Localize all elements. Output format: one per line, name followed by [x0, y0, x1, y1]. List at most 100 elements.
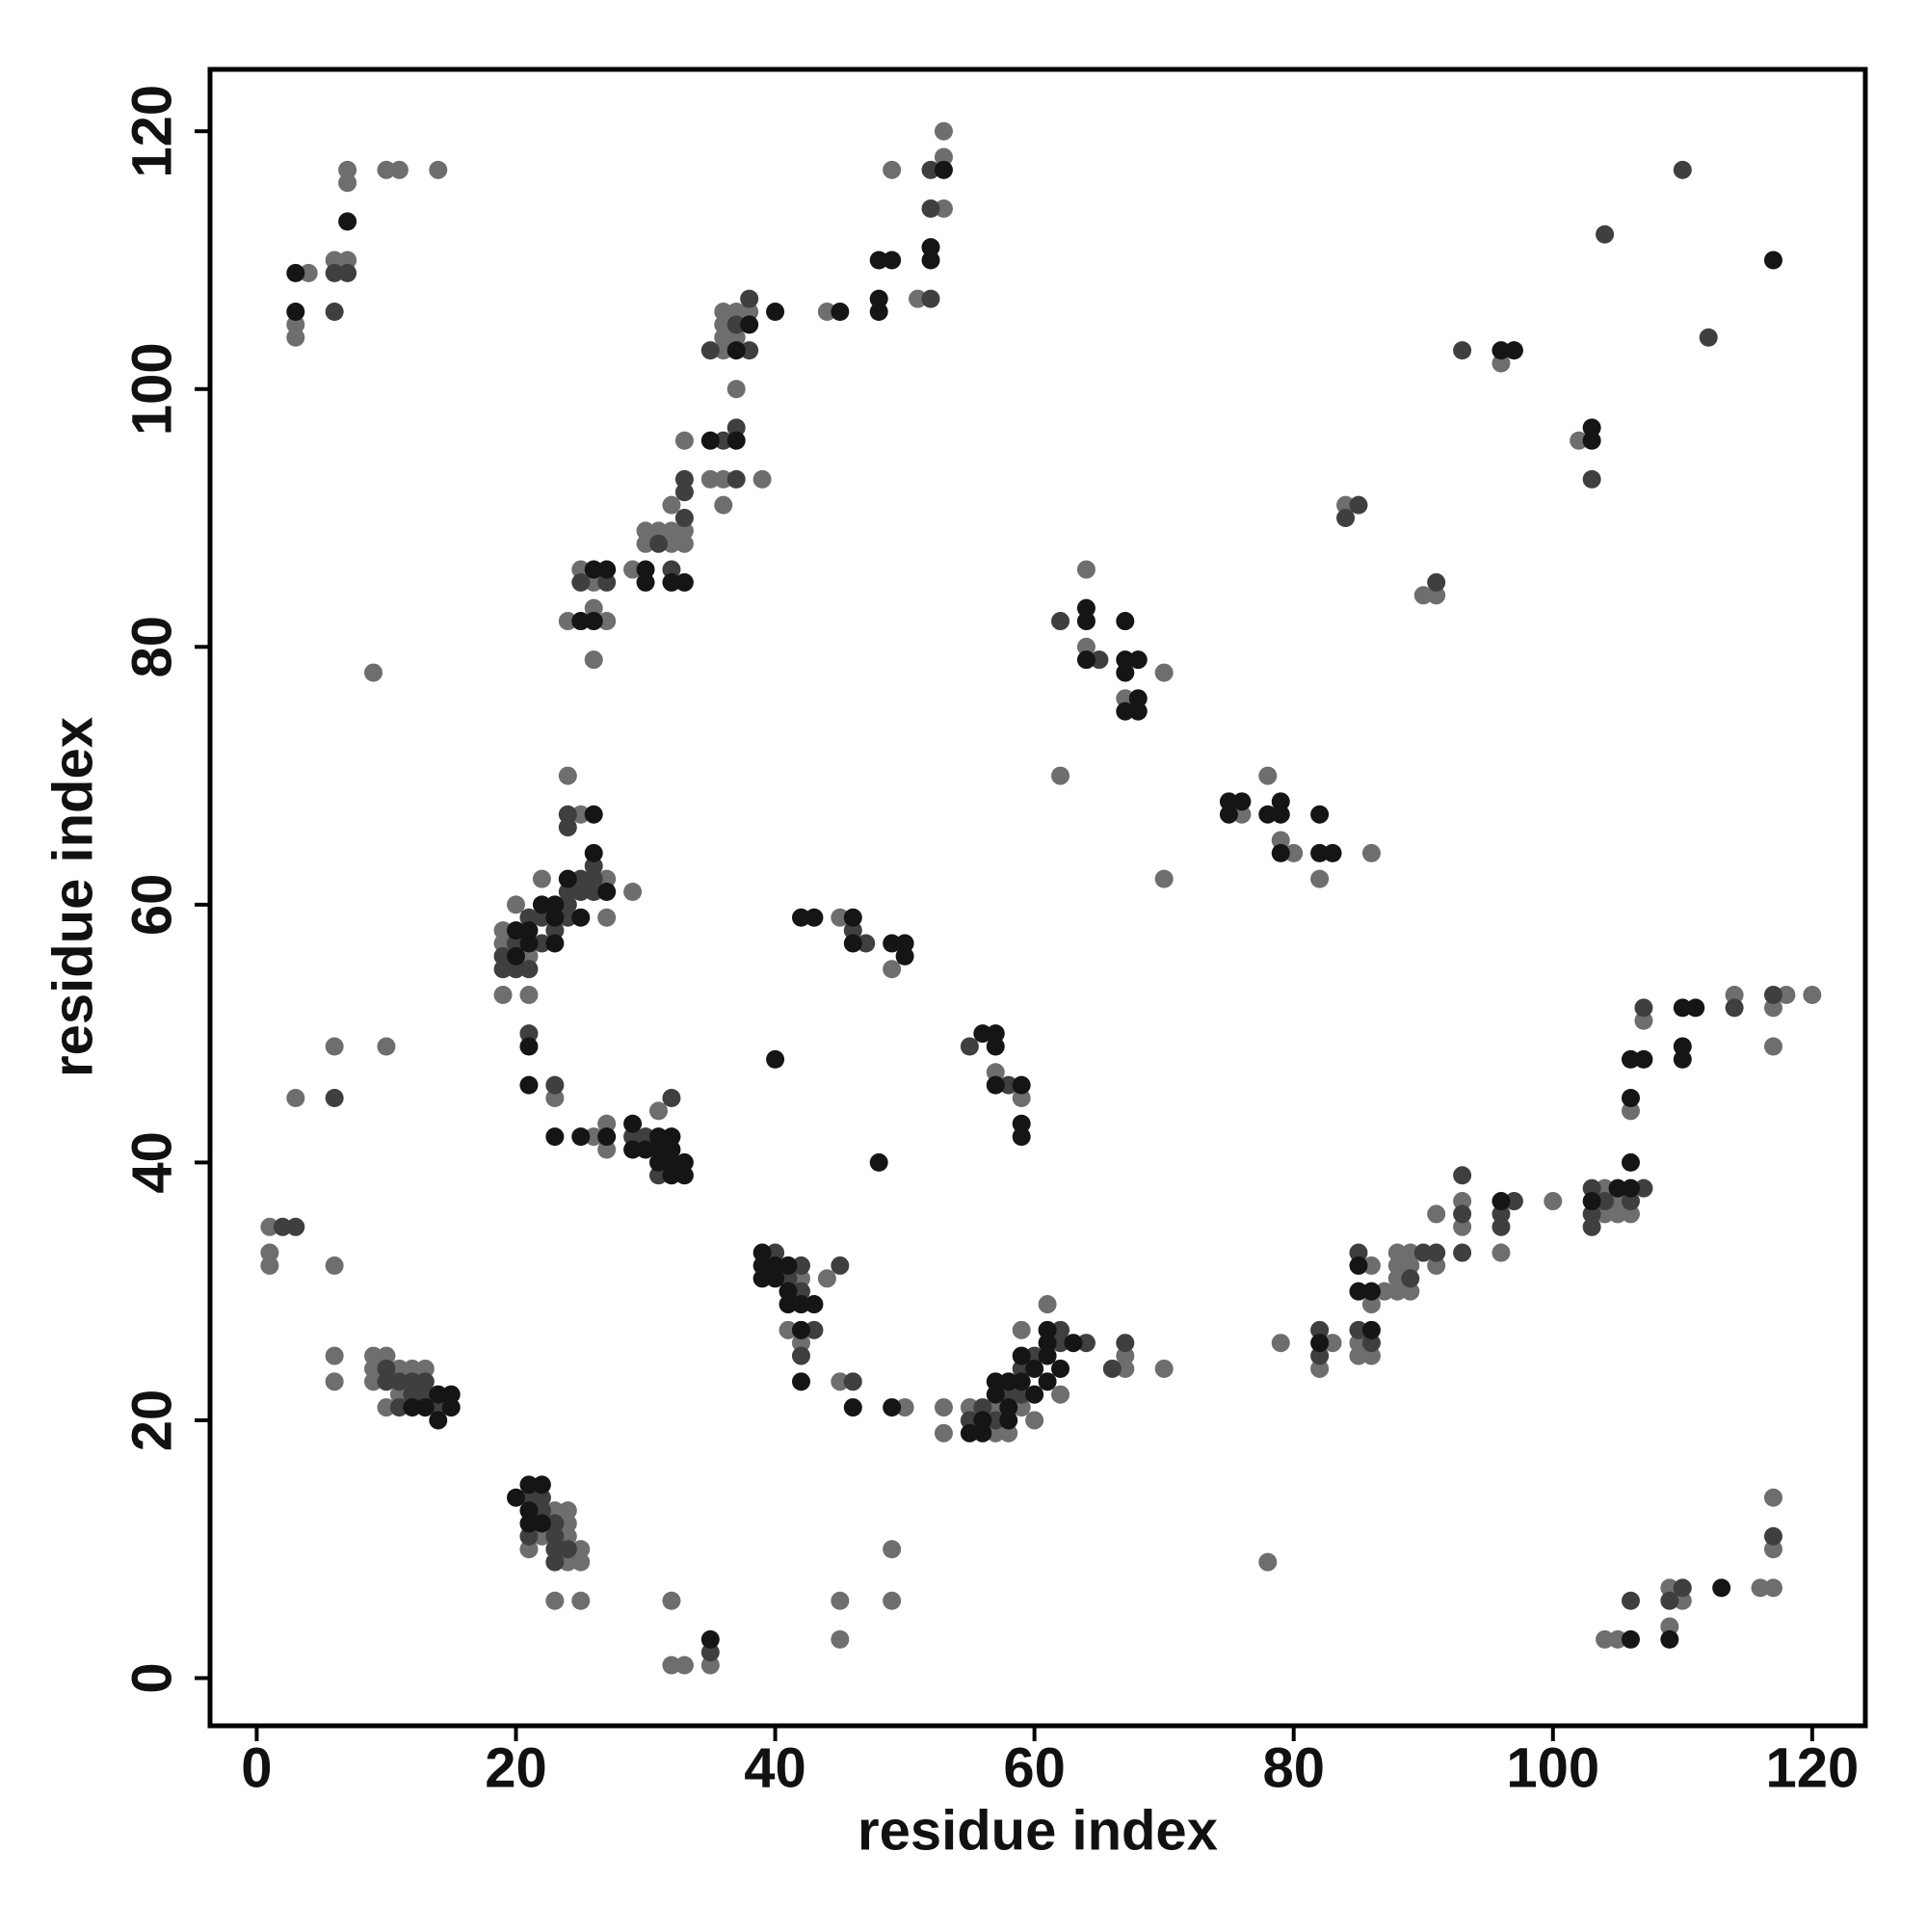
point	[584, 650, 603, 670]
point	[752, 1269, 772, 1288]
point	[714, 495, 733, 515]
point	[1621, 1192, 1640, 1211]
point	[545, 908, 565, 927]
point	[752, 1243, 772, 1262]
point	[377, 1037, 396, 1056]
point	[805, 1295, 824, 1314]
point	[403, 1398, 422, 1417]
point	[986, 1037, 1005, 1056]
point	[571, 908, 591, 927]
point	[883, 1398, 902, 1417]
point	[1570, 431, 1589, 450]
y-tick-label: 120	[120, 85, 183, 178]
point	[1504, 341, 1523, 360]
point	[545, 934, 565, 953]
point	[286, 263, 305, 282]
point	[740, 315, 759, 334]
point	[571, 612, 591, 631]
point	[791, 1295, 810, 1314]
point	[364, 1346, 383, 1365]
point	[1427, 572, 1446, 592]
point	[1116, 701, 1135, 721]
point	[791, 908, 810, 927]
point	[338, 251, 357, 270]
point	[1025, 1359, 1044, 1378]
point	[648, 1101, 668, 1121]
point	[1310, 805, 1330, 824]
point	[726, 315, 746, 334]
point	[623, 1127, 643, 1147]
point	[338, 173, 357, 193]
point	[1271, 1334, 1290, 1353]
point	[1038, 1346, 1057, 1365]
point	[1621, 1204, 1640, 1224]
point	[325, 251, 344, 270]
point	[662, 572, 681, 592]
point	[338, 212, 357, 231]
point	[493, 921, 513, 940]
point	[558, 1540, 577, 1559]
point	[791, 1372, 810, 1391]
point	[1310, 843, 1330, 862]
point	[325, 302, 344, 321]
point	[1154, 663, 1174, 682]
point	[714, 431, 733, 450]
point	[999, 1075, 1018, 1095]
point	[714, 315, 733, 334]
point	[921, 289, 940, 308]
point	[662, 1140, 681, 1159]
point	[1763, 1037, 1782, 1056]
point	[1310, 1320, 1330, 1339]
point	[532, 1475, 551, 1495]
point	[1401, 1243, 1420, 1262]
point	[1660, 1617, 1679, 1636]
point	[986, 1024, 1005, 1044]
point	[986, 1411, 1005, 1430]
point	[1763, 251, 1782, 270]
point	[1582, 1204, 1601, 1224]
point	[260, 1243, 279, 1262]
point	[1349, 1256, 1368, 1275]
point	[1699, 328, 1718, 347]
point	[377, 1372, 396, 1391]
point	[415, 1359, 435, 1378]
point	[934, 147, 953, 167]
point	[1763, 985, 1782, 1004]
point	[558, 1526, 577, 1546]
point	[545, 1526, 565, 1546]
point	[740, 302, 759, 321]
point	[740, 289, 759, 308]
x-tick-label: 60	[1003, 1736, 1066, 1799]
point	[1544, 1192, 1563, 1211]
point	[1491, 1192, 1511, 1211]
point	[1427, 1243, 1446, 1262]
point	[1387, 1256, 1407, 1275]
point	[403, 1385, 422, 1404]
x-tick-label: 40	[744, 1736, 806, 1799]
y-tick-label: 60	[120, 874, 183, 937]
point	[648, 534, 668, 553]
point	[636, 1127, 655, 1147]
point	[934, 1423, 953, 1442]
point	[726, 302, 746, 321]
point	[1453, 1166, 1472, 1185]
point	[1725, 998, 1744, 1018]
point	[1621, 1101, 1640, 1121]
point	[648, 1166, 668, 1185]
point	[584, 869, 603, 888]
point	[817, 1269, 836, 1288]
point	[558, 869, 577, 888]
point	[1323, 1334, 1342, 1353]
point	[1012, 1320, 1031, 1339]
point	[1375, 1282, 1394, 1301]
point	[1413, 586, 1433, 605]
point	[662, 1166, 681, 1185]
point	[1025, 1385, 1044, 1404]
point	[597, 560, 617, 579]
point	[325, 1256, 344, 1275]
point	[1258, 805, 1278, 824]
point	[1582, 418, 1601, 437]
point	[623, 1140, 643, 1159]
point	[791, 1282, 810, 1301]
point	[973, 1398, 992, 1417]
